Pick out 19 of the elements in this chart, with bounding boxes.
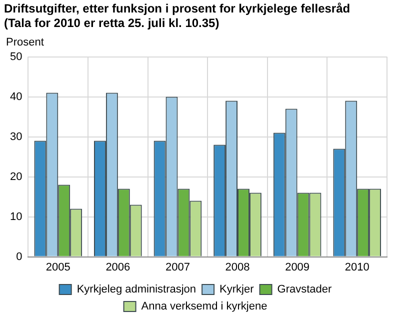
y-axis-title: Prosent bbox=[6, 36, 44, 48]
legend-label: Anna verksemd i kyrkjene bbox=[141, 300, 268, 313]
y-tick-label: 30 bbox=[10, 130, 22, 143]
y-tick-label: 0 bbox=[16, 250, 22, 263]
chart-title: Driftsutgifter, etter funksjon i prosent for kyrkjelege fellesråd bbox=[4, 2, 350, 16]
x-tick-label: 2007 bbox=[165, 261, 190, 274]
x-tick-label: 2005 bbox=[46, 261, 70, 274]
x-tick-label: 2006 bbox=[106, 261, 130, 274]
y-tick-label: 10 bbox=[10, 210, 22, 223]
legend-label: Gravstader bbox=[277, 284, 332, 296]
x-tick-label: 2009 bbox=[285, 261, 310, 274]
y-tick-label: 40 bbox=[10, 90, 22, 103]
legend-label: Kyrkjeleg administrasjon bbox=[76, 284, 196, 296]
x-tick-label: 2008 bbox=[225, 261, 250, 274]
x-tick-label: 2010 bbox=[344, 261, 370, 274]
legend-label: Kyrkjer bbox=[220, 284, 254, 296]
chart-subtitle: (Tala for 2010 er retta 25. juli kl. 10.35) bbox=[4, 16, 220, 30]
y-tick-label: 50 bbox=[10, 50, 22, 63]
y-tick-label: 20 bbox=[10, 170, 22, 183]
